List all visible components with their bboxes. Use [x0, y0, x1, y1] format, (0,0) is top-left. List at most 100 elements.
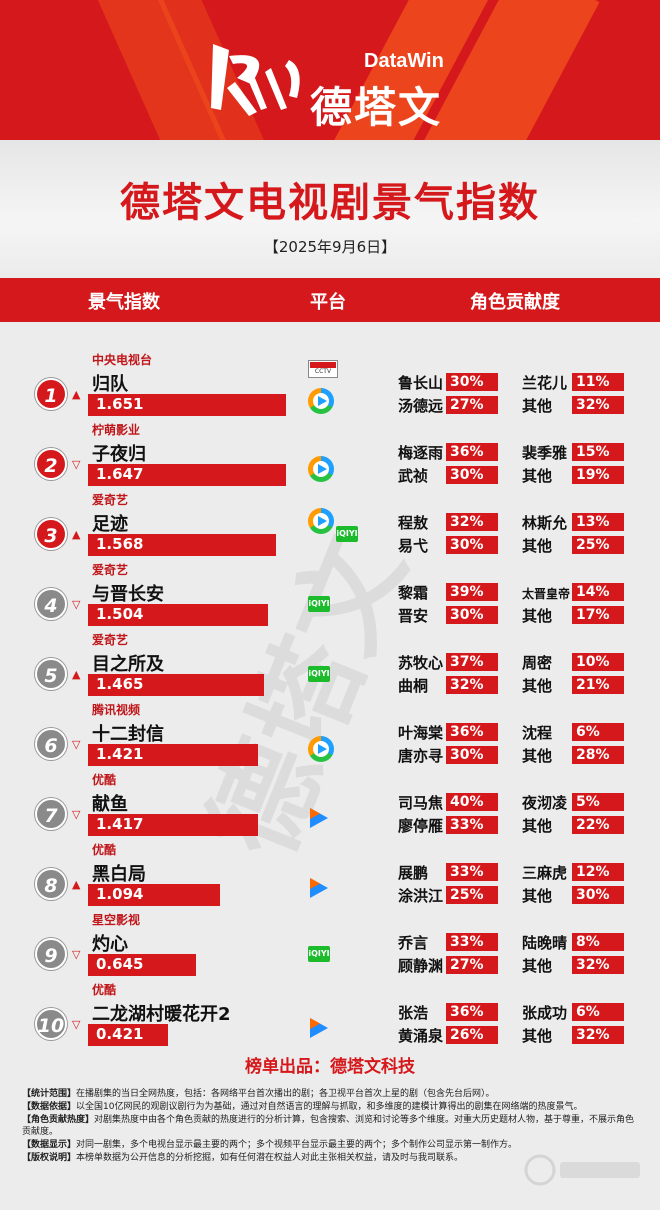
iqiyi-icon: iQIYI — [336, 526, 358, 542]
role-percent: 25% — [572, 536, 624, 554]
footnote-text: 以全国10亿网民的观剧议剧行为为基础，通过对自然语言的理解与抓取，和多维度的建模… — [76, 1102, 583, 1112]
rank-badge: 2 — [35, 448, 67, 480]
role-name: 其他 — [522, 397, 553, 415]
index-value: 1.651 — [96, 395, 144, 413]
footnote-text: 对同一剧集，多个电视台显示最主要的两个；多个视频平台显示最主要的两个；多个制作公… — [76, 1140, 518, 1150]
role-percent: 32% — [446, 676, 498, 694]
role-percent: 6% — [572, 723, 624, 741]
footnote: 【版权说明】本榜单数据为公开信息的分析挖掘，如有任何潜在权益人对此主张相关权益，… — [22, 1152, 642, 1164]
role-name: 涂洪江 — [398, 887, 444, 905]
rank-badge: 1 — [35, 378, 67, 410]
trend-indicator: ▲ — [72, 528, 81, 541]
rank-badge: 4 — [35, 588, 67, 620]
trend-indicator: ▽ — [72, 598, 81, 611]
role-percent: 30% — [572, 886, 624, 904]
index-bar — [88, 954, 196, 976]
show-title: 二龙湖村暖花开2 — [92, 1004, 231, 1025]
platform-icons — [308, 856, 368, 902]
role-name: 其他 — [522, 747, 553, 765]
role-name: 三麻虎 — [522, 864, 568, 882]
footnote-label: 【版权说明】 — [22, 1153, 77, 1163]
role-percent: 32% — [572, 956, 624, 974]
iqiyi-icon: iQIYI — [308, 666, 330, 682]
platform-icons: iQIYI — [308, 646, 368, 692]
role-percent: 19% — [572, 466, 624, 484]
role-name: 展鹏 — [398, 864, 429, 882]
producer-platform: 腾讯视频 — [92, 703, 141, 717]
producer-platform: 爱奇艺 — [92, 493, 129, 507]
role-percent: 25% — [446, 886, 498, 904]
ranking-row: 星空影视 9 ▽ 灼心 0.645 iQIYI 乔言 33% 陆晚晴 8% 顾静… — [0, 910, 660, 980]
rank-badge: 9 — [35, 938, 67, 970]
platform-icons: iQIYI — [308, 576, 368, 622]
ranking-row: 中央电视台 1 ▲ 归队 1.651 CCTV 鲁长山 30% 兰花儿 11% … — [0, 350, 660, 420]
role-percent: 8% — [572, 933, 624, 951]
ranking-row: 优酷 7 ▽ 献鱼 1.417 司马焦 40% 夜沏凌 5% 廖停雁 33% 其… — [0, 770, 660, 840]
trend-indicator: ▽ — [72, 808, 81, 821]
index-value: 1.647 — [96, 465, 144, 483]
col-index-label: 景气指数 — [88, 292, 160, 313]
rank-badge: 6 — [35, 728, 67, 760]
role-percent: 40% — [446, 793, 498, 811]
title-band — [0, 140, 660, 275]
iqiyi-icon: iQIYI — [308, 596, 330, 612]
index-bar — [88, 814, 258, 836]
youku-icon — [310, 878, 328, 898]
datawin-logo-icon — [211, 44, 300, 116]
role-name: 其他 — [522, 887, 553, 905]
role-name: 乔言 — [398, 934, 429, 952]
role-percent: 33% — [446, 863, 498, 881]
role-percent: 39% — [446, 583, 498, 601]
role-percent: 36% — [446, 723, 498, 741]
role-name: 其他 — [522, 957, 553, 975]
ranking-row: 柠萌影业 2 ▽ 子夜归 1.647 梅逐雨 36% 裴季雅 15% 武祯 30… — [0, 420, 660, 490]
show-title: 目之所及 — [92, 654, 164, 675]
role-name: 晋安 — [398, 607, 429, 625]
footnote: 【角色贡献热度】对剧集热度中由各个角色贡献的热度进行的分析计算，包含搜索、浏览和… — [22, 1114, 642, 1138]
producer-platform: 爱奇艺 — [92, 563, 129, 577]
role-percent: 30% — [446, 606, 498, 624]
producer-platform: 优酷 — [92, 773, 117, 787]
index-value: 1.568 — [96, 535, 144, 553]
role-name: 叶海棠 — [398, 724, 444, 742]
role-name: 唐亦寻 — [398, 747, 444, 765]
role-name: 周密 — [522, 654, 553, 672]
platform-icons — [308, 996, 368, 1042]
youku-icon — [310, 808, 328, 828]
producer-platform: 中央电视台 — [92, 353, 153, 367]
brand-name-cn: 德塔文 — [310, 83, 443, 132]
producer-platform: 优酷 — [92, 843, 117, 857]
index-bar — [88, 674, 264, 696]
role-name: 廖停雁 — [398, 817, 444, 835]
role-name: 张浩 — [398, 1004, 429, 1022]
role-name: 黎霜 — [398, 584, 429, 602]
trend-indicator: ▲ — [72, 878, 81, 891]
producer-credit: 榜单出品：德塔文科技 — [245, 1057, 415, 1077]
role-percent: 30% — [446, 466, 498, 484]
role-name: 其他 — [522, 677, 553, 695]
ranking-row: 优酷 10 ▽ 二龙湖村暖花开2 0.421 张浩 36% 张成功 6% 黄涌泉… — [0, 980, 660, 1050]
role-name: 易弋 — [398, 537, 429, 555]
footnote: 【数据显示】对同一剧集，多个电视台显示最主要的两个；多个视频平台显示最主要的两个… — [22, 1139, 642, 1151]
show-title: 足迹 — [92, 514, 128, 535]
role-name: 其他 — [522, 537, 553, 555]
show-title: 子夜归 — [92, 444, 146, 465]
role-percent: 37% — [446, 653, 498, 671]
footnote-text: 本榜单数据为公开信息的分析挖掘，如有任何潜在权益人对此主张相关权益，请及时与我司… — [76, 1153, 464, 1163]
tencent-video-icon — [308, 736, 334, 762]
report-date: 【2025年9月6日】 — [263, 238, 397, 256]
role-percent: 6% — [572, 1003, 624, 1021]
role-name: 程敖 — [398, 514, 429, 532]
role-name: 苏牧心 — [398, 654, 444, 672]
col-contribution-label: 角色贡献度 — [470, 292, 560, 313]
role-percent: 30% — [446, 536, 498, 554]
role-percent: 27% — [446, 956, 498, 974]
trend-indicator: ▲ — [72, 388, 81, 401]
corner-watermark-icon — [524, 1154, 640, 1186]
role-percent: 32% — [572, 1026, 624, 1044]
role-name: 裴季雅 — [522, 444, 568, 462]
platform-icons — [308, 716, 368, 762]
role-name: 鲁长山 — [398, 374, 444, 392]
role-percent: 14% — [572, 583, 624, 601]
producer-platform: 爱奇艺 — [92, 633, 129, 647]
